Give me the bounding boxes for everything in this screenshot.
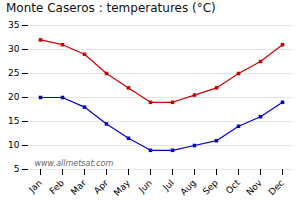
svg-text:Jun: Jun xyxy=(136,178,154,196)
svg-text:www.allmetsat.com: www.allmetsat.com xyxy=(35,159,114,168)
html-text:Monte Caseros : temperatures (: Monte Caseros : temperatures (°C) xyxy=(6,1,216,15)
svg-text:25: 25 xyxy=(8,68,19,78)
svg-text:Nov: Nov xyxy=(244,177,264,197)
svg-text:30: 30 xyxy=(8,44,20,54)
svg-text:20: 20 xyxy=(8,92,20,102)
svg-text:15: 15 xyxy=(8,116,19,126)
svg-text:Jan: Jan xyxy=(26,178,44,196)
svg-text:Sep: Sep xyxy=(201,178,220,197)
svg-text:Feb: Feb xyxy=(48,178,67,197)
svg-text:35: 35 xyxy=(8,20,19,30)
svg-text:Oct: Oct xyxy=(224,177,242,195)
svg-text:5: 5 xyxy=(14,164,20,174)
svg-text:Jul: Jul xyxy=(160,178,175,193)
svg-text:Mar: Mar xyxy=(69,177,88,196)
svg-text:Aug: Aug xyxy=(178,178,198,198)
svg-text:Dec: Dec xyxy=(267,178,286,197)
svg-text:10: 10 xyxy=(8,140,20,150)
svg-text:Apr: Apr xyxy=(92,178,110,196)
svg-text:May: May xyxy=(112,177,133,198)
